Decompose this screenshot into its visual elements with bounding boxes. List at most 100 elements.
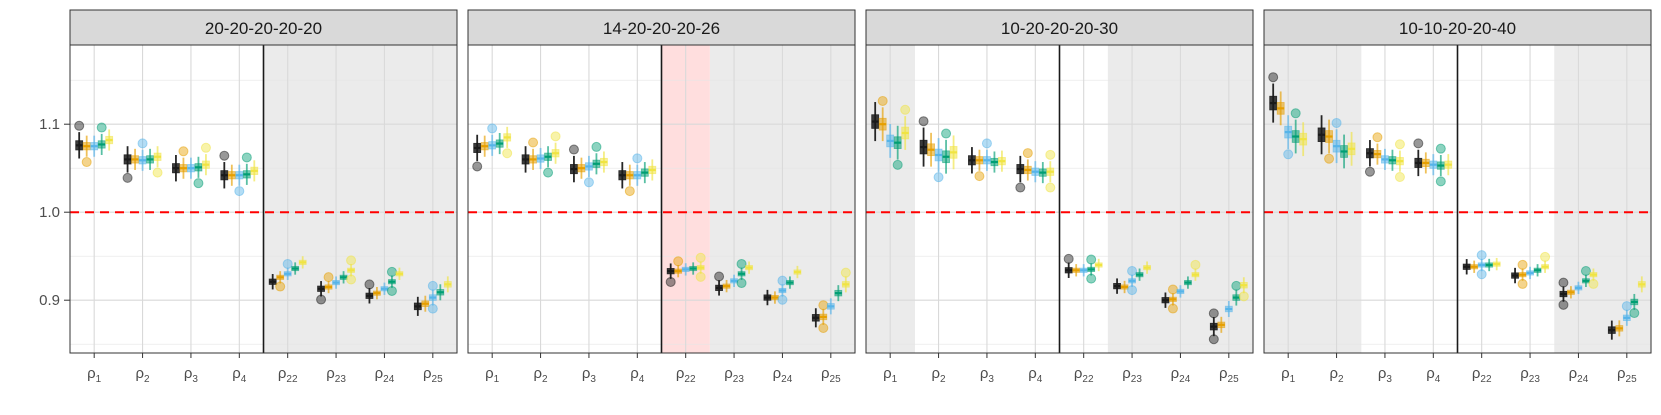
outlier-point — [178, 146, 189, 157]
x-tick-label: ρ3 — [582, 365, 597, 385]
x-tick-base: ρ — [821, 365, 830, 382]
outlier-point — [1283, 149, 1294, 160]
x-tick-base: ρ — [485, 365, 494, 382]
x-tick-subscript: 25 — [830, 374, 842, 385]
outlier-point — [200, 142, 211, 153]
outlier-point — [1629, 308, 1640, 319]
outlier-point — [818, 323, 829, 334]
outlier-point — [275, 281, 286, 292]
outlier-point — [1208, 334, 1219, 345]
outlier-point — [1517, 259, 1528, 270]
outlier-point — [1231, 280, 1242, 291]
x-tick-subscript: 3 — [192, 374, 198, 385]
x-tick-subscript: 3 — [1386, 374, 1392, 385]
x-tick-base: ρ — [1171, 365, 1180, 382]
outlier-point — [1394, 139, 1405, 150]
x-tick-subscript: 1 — [96, 374, 102, 385]
x-tick-base: ρ — [630, 365, 639, 382]
x-tick-subscript: 1 — [892, 374, 898, 385]
x-tick-subscript: 4 — [1037, 374, 1043, 385]
outlier-point — [1558, 277, 1569, 288]
outlier-point — [1580, 265, 1591, 276]
outlier-point — [840, 267, 851, 278]
x-tick-label: ρ2 — [136, 365, 151, 385]
x-tick-base: ρ — [1426, 365, 1435, 382]
outlier-point — [981, 138, 992, 149]
outlier-point — [1045, 182, 1056, 193]
outlier-point — [1290, 108, 1301, 119]
x-tick-base: ρ — [87, 365, 96, 382]
outlier-point — [1621, 301, 1632, 312]
x-tick-subscript: 2 — [1338, 374, 1344, 385]
outlier-point — [974, 171, 985, 182]
x-tick-base: ρ — [883, 365, 892, 382]
outlier-point — [386, 285, 397, 296]
outlier-point — [234, 186, 245, 197]
outlier-point — [316, 294, 327, 305]
outlier-point — [346, 274, 357, 285]
x-tick-label: ρ23 — [1520, 365, 1540, 385]
panel-title: 14-20-20-20-26 — [603, 19, 720, 38]
outlier-point — [624, 186, 635, 197]
x-tick-subscript: 22 — [1082, 374, 1094, 385]
x-tick-base: ρ — [136, 365, 145, 382]
outlier-point — [502, 148, 513, 159]
x-tick-label: ρ1 — [883, 365, 898, 385]
outlier-point — [472, 161, 483, 172]
outlier-point — [219, 150, 230, 161]
outlier-point — [1167, 303, 1178, 314]
outlier-point — [1086, 254, 1097, 265]
outlier-point — [282, 258, 293, 269]
outlier-point — [777, 275, 788, 286]
x-tick-label: ρ24 — [375, 365, 395, 385]
x-tick-base: ρ — [278, 365, 287, 382]
x-tick-label: ρ25 — [1617, 365, 1637, 385]
x-tick-subscript: 24 — [383, 374, 395, 385]
x-tick-label: ρ22 — [676, 365, 696, 385]
outlier-point — [583, 177, 594, 188]
outlier-point — [1394, 172, 1405, 182]
panel-title: 10-10-20-20-40 — [1399, 19, 1516, 38]
x-tick-label: ρ23 — [1122, 365, 1142, 385]
x-tick-base: ρ — [375, 365, 384, 382]
x-tick-label: ρ25 — [423, 365, 443, 385]
outlier-point — [892, 159, 903, 170]
panel-strip — [69, 9, 458, 46]
x-tick-subscript: 2 — [940, 374, 946, 385]
outlier-point — [1413, 138, 1424, 149]
outlier-point — [1167, 284, 1178, 295]
x-tick-subscript: 25 — [432, 374, 444, 385]
outlier-point — [1372, 132, 1383, 143]
x-tick-base: ρ — [1378, 365, 1387, 382]
outlier-point — [1127, 285, 1138, 296]
outlier-point — [736, 278, 747, 289]
x-tick-label: ρ23 — [326, 365, 346, 385]
outlier-point — [673, 256, 684, 267]
x-tick-base: ρ — [184, 365, 193, 382]
x-tick-label: ρ2 — [1330, 365, 1345, 385]
outlier-point — [1588, 278, 1599, 289]
x-tick-label: ρ3 — [1378, 365, 1393, 385]
outlier-point — [1268, 72, 1279, 83]
x-tick-base: ρ — [980, 365, 989, 382]
x-tick-subscript: 23 — [733, 374, 745, 385]
x-tick-label: ρ23 — [724, 365, 744, 385]
outlier-point — [695, 271, 706, 282]
outlier-point — [1517, 278, 1528, 289]
x-tick-base: ρ — [1569, 365, 1578, 382]
outlier-point — [427, 303, 438, 314]
y-tick-label: 1.1 — [39, 116, 60, 133]
outlier-point — [1558, 299, 1569, 310]
x-tick-label: ρ4 — [630, 365, 645, 385]
panel-title: 10-20-20-20-30 — [1001, 19, 1118, 38]
panel-strip — [1263, 9, 1652, 46]
x-tick-label: ρ1 — [1281, 365, 1296, 385]
x-tick-label: ρ25 — [821, 365, 841, 385]
outlier-point — [941, 128, 952, 139]
x-tick-subscript: 24 — [1179, 374, 1191, 385]
x-tick-subscript: 1 — [1290, 374, 1296, 385]
outlier-point — [122, 172, 133, 183]
outlier-point — [568, 144, 579, 155]
